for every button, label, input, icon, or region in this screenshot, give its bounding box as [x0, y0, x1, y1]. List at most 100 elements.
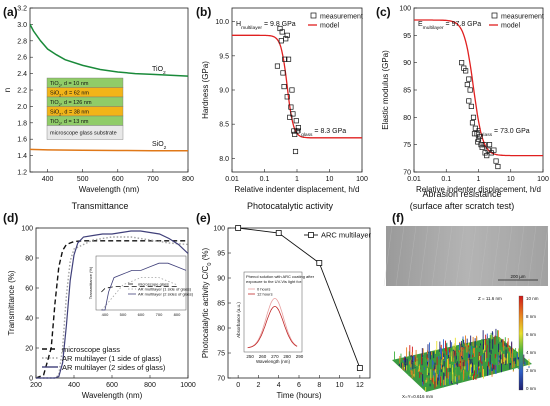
data-point	[469, 120, 476, 126]
x-tick-label: 400	[68, 382, 80, 389]
legend-label: model	[501, 23, 521, 30]
y-tick-label: 1.2	[17, 170, 27, 177]
y-axis-label: Hardness (GPa)	[201, 61, 210, 119]
inset-x-tick-label: 260	[259, 354, 267, 359]
data-point	[293, 118, 299, 124]
scratch-line	[431, 225, 441, 287]
panel-label-c: (c)	[376, 5, 391, 19]
inset-title: Phenol solution with ARC coating after	[246, 274, 315, 279]
x-tick-label: 100	[537, 176, 549, 183]
y-tick-label: 80	[403, 115, 411, 122]
x-tick-label: 1000	[180, 382, 196, 389]
data-point	[284, 94, 290, 100]
xy-range-label: X=Y=0.616 mm	[402, 394, 434, 399]
legend-marker-measurement	[491, 12, 498, 19]
y-tick-label: 80	[25, 256, 33, 263]
data-point	[294, 128, 300, 134]
inset-legend-label: microscope glass	[138, 282, 169, 287]
panel-d-transmittance: 200 400 600 800 1000 0 20 40 60 80 100 Wavelength (…	[7, 226, 196, 401]
scratch-line	[443, 225, 453, 287]
x-tick-label: 100	[356, 176, 368, 183]
data-point	[484, 153, 490, 159]
y-tick-label: 2.0	[17, 104, 27, 111]
data-point	[471, 131, 478, 137]
y-tick-label: 90	[403, 60, 411, 67]
x-tick-label: 0.1	[260, 176, 270, 183]
inset-x-tick-label: 400	[102, 312, 109, 317]
y-tick-label: 9.5	[219, 53, 229, 60]
panel-label-d: (d)	[3, 211, 18, 225]
legend-marker-measurement	[310, 12, 317, 19]
inset-x-tick-label: 270	[271, 354, 279, 359]
y-axis-label: Photocatalytic activity C/C0 (%)	[201, 248, 213, 359]
x-tick-label: 800	[144, 382, 156, 389]
colorbar-label: 6 nm	[526, 332, 536, 337]
data-point	[278, 38, 284, 44]
legend-label: AR multilayer (2 sides of glass)	[62, 363, 166, 372]
x-tick-label: 8	[317, 382, 321, 389]
inset-frame	[243, 271, 303, 353]
x-tick-label: 700	[147, 176, 159, 183]
scratch-line	[491, 225, 501, 287]
scratch-line	[467, 225, 477, 287]
data-point	[488, 150, 494, 156]
plot-frame	[413, 7, 544, 173]
legend-label: ARC multilayer	[321, 231, 372, 240]
header-transmittance: Transmittance	[72, 201, 129, 211]
y-tick-label: 40	[25, 316, 33, 323]
series-label-sio2: SiO2	[152, 141, 167, 151]
layer-stack-label: TiO2, d = 126 nm	[50, 100, 92, 107]
panel-b-hardness: 0.01 0.1 1 10 100 8.0 8.5 9.0 9.5 10.0 Relative in…	[201, 7, 368, 194]
annotation: Eglass = 73.0 GPa	[476, 128, 530, 138]
data-point	[466, 76, 472, 82]
scratch-line	[503, 225, 513, 287]
y-tick-label: 2.2	[17, 88, 27, 95]
data-point	[286, 56, 292, 62]
x-tick-label: 1	[295, 176, 299, 183]
series-line	[36, 236, 189, 379]
legend-label: measurement	[501, 14, 544, 21]
y-tick-label: 85	[217, 301, 225, 308]
series-line	[35, 240, 188, 379]
y-axis-label: n	[3, 88, 12, 92]
data-point	[289, 87, 295, 93]
y-tick-label: 75	[217, 351, 225, 358]
colorbar-label: 10 nm	[526, 296, 539, 301]
inset-x-tick-label: 500	[120, 312, 127, 317]
series-label-tio2: TiO2	[152, 66, 166, 76]
data-point	[284, 32, 290, 38]
data-point	[464, 81, 470, 88]
series-line-tio2	[29, 24, 189, 77]
colorbar-label: 8 nm	[526, 314, 536, 319]
panel-f-abrasion: 200 µm Z = 11.6 nm X=Y=0.616 mm 10 nm 8 nm 6 …	[383, 225, 549, 399]
y-tick-label: 60	[25, 286, 33, 293]
panel-label-b: (b)	[196, 5, 211, 19]
y-tick-label: 95	[403, 33, 411, 40]
scratch-line	[515, 225, 525, 287]
y-tick-label: 90	[217, 276, 225, 283]
scale-bar-label: 200 µm	[510, 274, 525, 279]
data-point	[485, 147, 491, 153]
data-point	[478, 142, 484, 148]
data-point	[475, 139, 481, 145]
header-photocatalytic: Photocatalytic activity	[247, 201, 334, 211]
y-tick-label: 8.0	[219, 156, 229, 163]
colorbar-label: 4 nm	[526, 350, 536, 355]
y-tick-label: 0	[29, 376, 33, 383]
data-point	[356, 365, 363, 371]
data-point	[280, 70, 286, 76]
x-tick-label: 0	[236, 382, 240, 389]
y-tick-label: 100	[213, 226, 225, 233]
y-tick-label: 85	[403, 88, 411, 95]
data-point	[472, 125, 478, 131]
x-axis-label: Relative indenter displacement, h/d	[416, 185, 541, 194]
data-point	[474, 131, 480, 137]
legend-label: microscope glass	[62, 345, 120, 354]
x-tick-label: 0.01	[407, 176, 421, 183]
y-tick-label: 9.0	[219, 88, 229, 95]
scratch-line	[527, 225, 537, 287]
panel-a-refractive-index: 400 500 600 700 800 1.2 1.4 1.6 1.8 2.0 2.2 2.4 2.6 2…	[3, 6, 194, 195]
data-point	[279, 29, 285, 35]
data-point	[463, 68, 469, 74]
annotation: Hglass = 8.3 GPa	[296, 128, 346, 138]
